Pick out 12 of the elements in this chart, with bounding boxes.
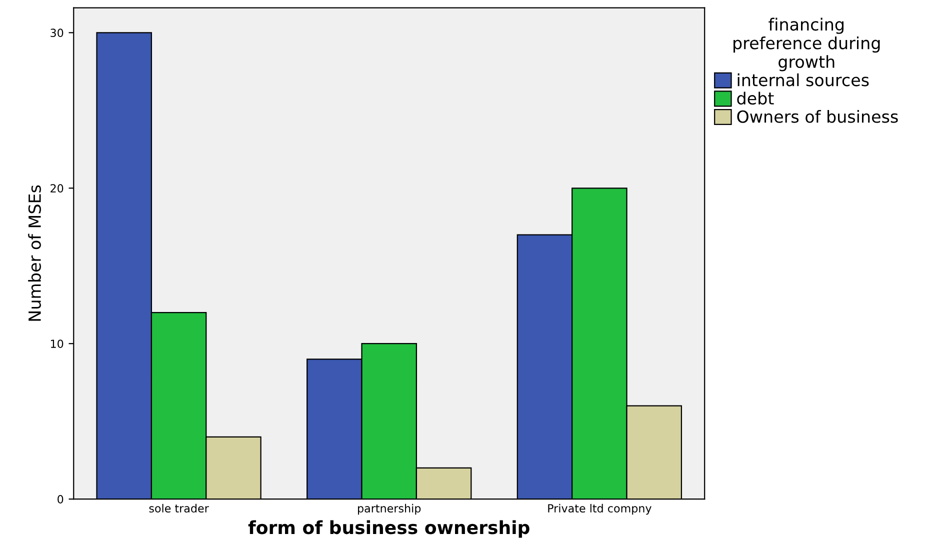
y-tick-label: 0	[58, 495, 64, 504]
x-tick-label: sole trader	[149, 504, 209, 513]
y-tick-label: 30	[50, 28, 64, 38]
x-tick-label: partnership	[358, 504, 421, 515]
x-tick-label: Private ltd compny	[548, 504, 652, 515]
y-axis-title: Number of MSEs	[28, 185, 41, 321]
y-tick-label: 20	[50, 184, 64, 193]
x-axis-title: form of business ownership	[248, 520, 530, 538]
legend-label: internal sources	[738, 73, 869, 86]
legend-label: debt	[737, 92, 774, 105]
y-tick-label: 10	[50, 340, 64, 348]
legend-label: Owners of business	[737, 110, 898, 123]
